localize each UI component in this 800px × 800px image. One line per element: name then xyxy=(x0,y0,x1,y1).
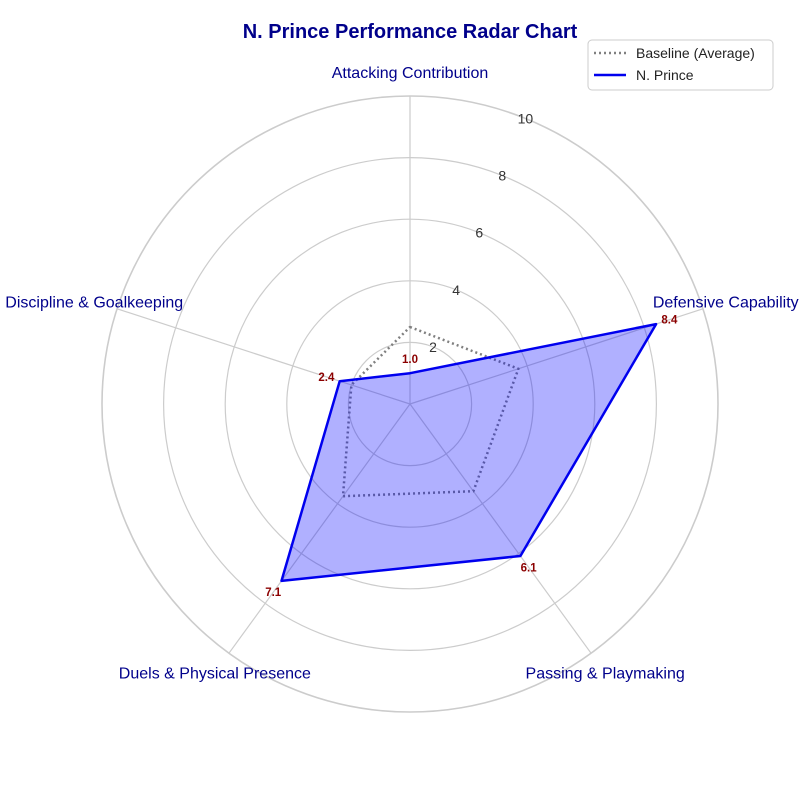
legend-box xyxy=(587,39,774,91)
r-tick-label: 4 xyxy=(452,282,460,298)
category-label-attacking-contribution: Attacking Contribution xyxy=(332,65,489,82)
grid-spoke-discipline-goalkeeping xyxy=(116,308,411,405)
radar-series xyxy=(280,322,658,583)
r-tick-label: 10 xyxy=(518,110,534,126)
r-tick-label: 6 xyxy=(475,225,483,241)
r-tick-label: 8 xyxy=(498,168,506,184)
category-label-discipline-goalkeeping: Discipline & Goalkeeping xyxy=(5,294,183,311)
value-label-discipline-goalkeeping: 2.4 xyxy=(318,372,335,384)
legend-prince-label: N. Prince xyxy=(636,67,694,83)
r-tick-label: 2 xyxy=(429,339,437,355)
legend-baseline-label: Baseline (Average) xyxy=(636,45,755,61)
value-label-duels-physical-presence: 7.1 xyxy=(265,587,282,599)
chart-legend: Baseline (Average) N. Prince xyxy=(587,39,774,91)
radar-grid xyxy=(101,95,719,713)
series-n-prince-line xyxy=(280,322,658,583)
category-label-duels-physical-presence: Duels & Physical Presence xyxy=(119,666,311,683)
grid-spoke-passing-playmaking xyxy=(409,403,592,654)
radar-labels: 2 4 6 8 10 Attacking Contribution Defensive Ca… xyxy=(5,65,798,683)
grid-spoke-duels-physical-presence xyxy=(228,403,411,654)
category-label-defensive-capability: Defensive Capability xyxy=(653,294,799,311)
series-n-prince-area xyxy=(281,324,657,581)
value-label-passing-playmaking: 6.1 xyxy=(521,562,538,574)
value-label-defensive-capability: 8.4 xyxy=(661,315,678,327)
chart-title: N. Prince Performance Radar Chart xyxy=(243,21,578,43)
series-baseline-average-line xyxy=(341,325,520,498)
value-label-attacking-contribution: 1.0 xyxy=(402,354,418,366)
category-label-passing-playmaking: Passing & Playmaking xyxy=(526,666,685,683)
